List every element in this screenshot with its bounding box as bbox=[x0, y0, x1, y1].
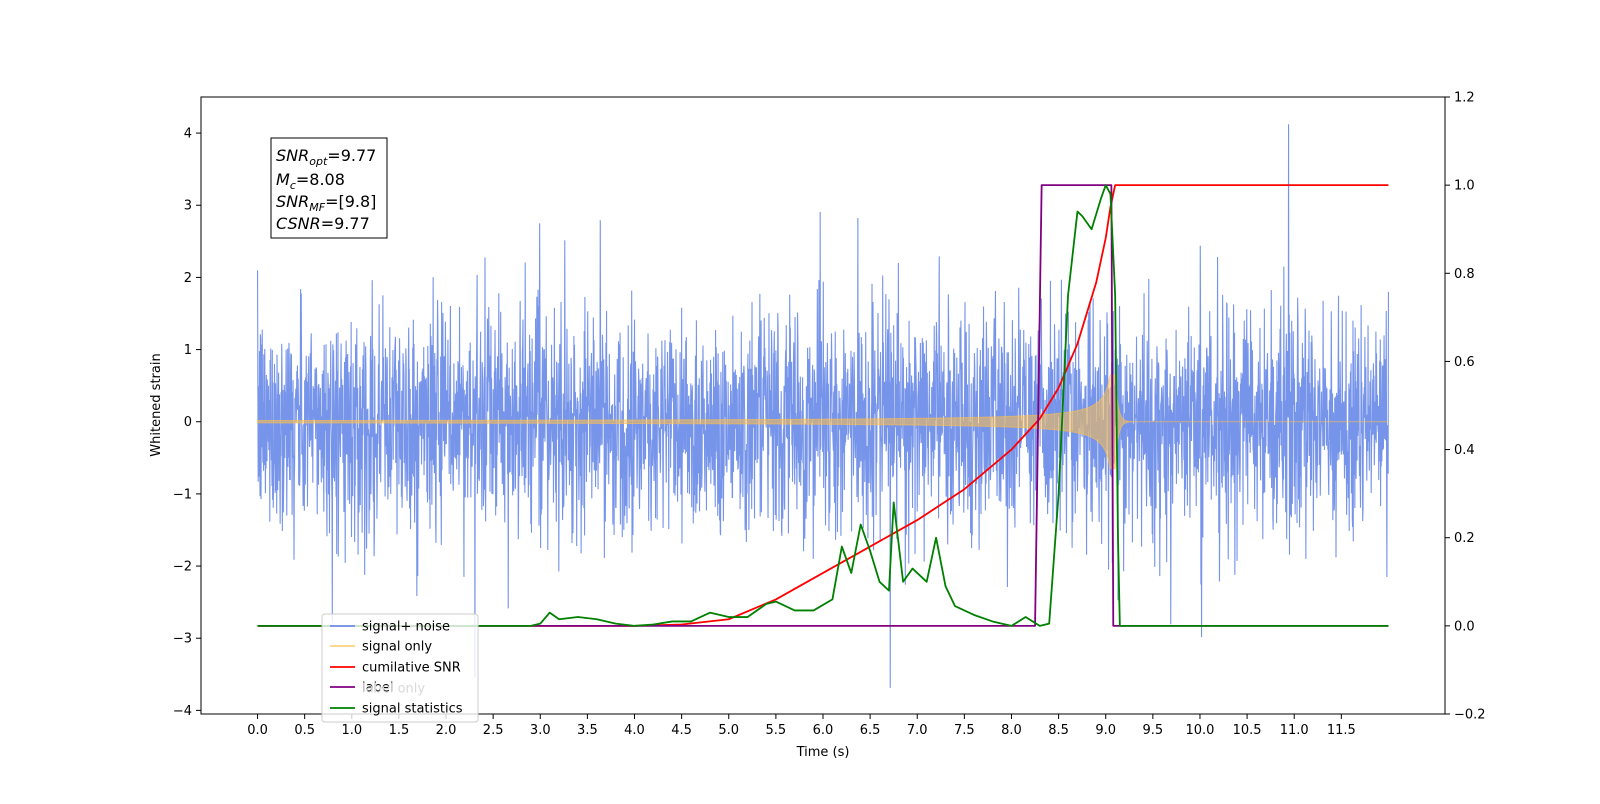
x-tick-label: 6.5 bbox=[860, 723, 881, 738]
y-right-tick-label: 0.0 bbox=[1454, 619, 1475, 634]
x-tick-label: 3.0 bbox=[530, 723, 551, 738]
x-tick-label: 10.5 bbox=[1233, 723, 1262, 738]
x-tick-label: 5.0 bbox=[718, 723, 739, 738]
x-axis-ticks: 0.0 0.5 1.0 1.5 2.0 2.5 3.0 3.5 4.0 4.5 5.0 5.5 6.0 6… bbox=[247, 714, 1356, 738]
y-right-tick-label: 0.6 bbox=[1454, 355, 1475, 370]
y-axis-right-ticks: −0.2 0.0 0.2 0.4 0.6 0.8 1.0 1.2 bbox=[1445, 91, 1486, 723]
x-tick-label: 1.0 bbox=[341, 723, 362, 738]
legend-frame bbox=[321, 613, 479, 723]
y-axis-left-label: Whitened strain bbox=[149, 353, 164, 456]
y-left-tick-label: 2 bbox=[184, 271, 192, 286]
x-tick-label: 7.5 bbox=[954, 723, 975, 738]
y-right-tick-label: 1.0 bbox=[1454, 179, 1475, 194]
x-tick-label: 7.0 bbox=[907, 723, 928, 738]
annotation-symbol: M bbox=[276, 170, 290, 189]
annotation-symbol: SNR bbox=[276, 146, 309, 165]
legend-label: label only bbox=[362, 682, 425, 697]
annotation-subscript: c bbox=[290, 179, 296, 192]
series-signal-only-layer bbox=[257, 374, 1389, 470]
y-left-tick-label: −1 bbox=[173, 487, 192, 502]
annotation-line: CSNR=9.77 bbox=[276, 214, 370, 233]
x-tick-label: 6.0 bbox=[813, 723, 834, 738]
series-signal-noise-layer bbox=[256, 124, 1389, 688]
annotation-line: Mc=8.08 bbox=[276, 170, 345, 192]
overlay-lines-layer bbox=[257, 184, 1389, 627]
annotation-line: SNRMF=[9.8] bbox=[276, 192, 376, 214]
y-left-tick-label: 4 bbox=[184, 127, 192, 142]
x-tick-label: 9.5 bbox=[1143, 723, 1164, 738]
series-signal-statistics bbox=[257, 184, 1389, 627]
legend-label: cumilative SNR bbox=[362, 661, 461, 676]
y-left-tick-label: 0 bbox=[184, 415, 192, 430]
x-tick-label: 0.5 bbox=[294, 723, 315, 738]
x-tick-label: 5.5 bbox=[766, 723, 787, 738]
y-left-tick-label: −3 bbox=[173, 632, 192, 647]
y-right-tick-label: 1.2 bbox=[1454, 91, 1475, 106]
annotation-line: SNRopt=9.77 bbox=[276, 146, 376, 168]
annotation-frame bbox=[270, 137, 388, 239]
y-left-tick-label: 1 bbox=[184, 343, 192, 358]
x-tick-label: 1.5 bbox=[389, 723, 410, 738]
annotation-symbol: CSNR bbox=[276, 214, 321, 233]
x-tick-label: 0.0 bbox=[247, 723, 268, 738]
series-signal-only bbox=[257, 374, 1389, 470]
x-tick-label: 11.0 bbox=[1280, 723, 1309, 738]
x-tick-label: 9.0 bbox=[1095, 723, 1116, 738]
legend: signal+ noise signal only cumilative SNR la… bbox=[321, 613, 479, 723]
x-tick-label: 3.5 bbox=[577, 723, 598, 738]
x-tick-label: 11.5 bbox=[1327, 723, 1356, 738]
legend-label: label bbox=[362, 681, 393, 696]
x-tick-label: 10.0 bbox=[1185, 723, 1214, 738]
x-axis-label: Time (s) bbox=[796, 745, 850, 760]
legend-label: signal+ noise bbox=[362, 620, 450, 635]
x-tick-label: 2.0 bbox=[436, 723, 457, 738]
annotation-value: =9.77 bbox=[321, 214, 370, 233]
y-left-tick-label: −2 bbox=[173, 560, 192, 575]
y-left-tick-label: −4 bbox=[173, 704, 192, 719]
series-signal-noise bbox=[256, 124, 1389, 688]
x-tick-label: 4.0 bbox=[624, 723, 645, 738]
y-right-tick-label: 0.8 bbox=[1454, 267, 1475, 282]
y-right-tick-label: 0.2 bbox=[1454, 531, 1475, 546]
x-tick-label: 8.5 bbox=[1048, 723, 1069, 738]
annotation-subscript: MF bbox=[309, 201, 325, 214]
y-right-tick-label: −0.2 bbox=[1454, 708, 1486, 723]
annotation-value: =9.77 bbox=[327, 146, 376, 165]
annotation-value: =[9.8] bbox=[325, 192, 376, 211]
x-tick-label: 4.5 bbox=[671, 723, 692, 738]
y-right-tick-label: 0.4 bbox=[1454, 443, 1475, 458]
x-tick-label: 2.5 bbox=[483, 723, 504, 738]
annotation-subscript: opt bbox=[309, 155, 328, 168]
y-left-tick-label: 3 bbox=[184, 199, 192, 214]
annotation-symbol: SNR bbox=[276, 192, 309, 211]
annotation-value: =8.08 bbox=[296, 170, 345, 189]
legend-label: signal only bbox=[362, 640, 432, 655]
y-axis-left-ticks: −4 −3 −2 −1 0 1 2 3 4 bbox=[173, 127, 201, 719]
x-tick-label: 8.0 bbox=[1001, 723, 1022, 738]
legend-label: signal statistics bbox=[362, 702, 463, 717]
